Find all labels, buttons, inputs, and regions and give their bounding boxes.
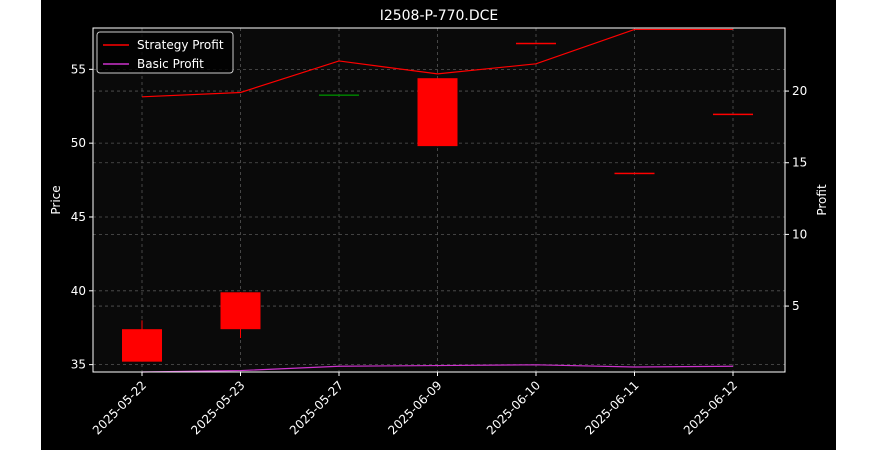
- candle-body: [220, 292, 261, 330]
- candle-body: [319, 94, 359, 96]
- chart-title: I2508-P-770.DCE: [380, 8, 499, 24]
- legend-box: [96, 31, 234, 74]
- y-tick-label-left: 45: [71, 210, 86, 224]
- y-tick-label-right: 10: [792, 227, 807, 241]
- candle-body: [516, 42, 556, 45]
- y-tick-label-left: 50: [71, 136, 86, 150]
- y-tick-label-right: 20: [792, 84, 807, 98]
- y-tick-label-left: 55: [71, 62, 86, 76]
- line-strategy-profit: [141, 28, 733, 98]
- y-axis-label-left: Price: [49, 185, 63, 214]
- legend-label: Strategy Profit: [137, 38, 224, 52]
- profit-lines: [141, 28, 734, 373]
- y-tick-label-left: 40: [71, 284, 86, 298]
- grid: [93, 28, 785, 372]
- y-tick-label-right: 15: [792, 156, 807, 170]
- y-tick-label-right: 5: [792, 299, 800, 313]
- candle-body: [122, 329, 162, 362]
- candles: [122, 42, 753, 362]
- candle-body: [713, 113, 753, 116]
- candle-body: [417, 78, 458, 147]
- candle-body: [614, 172, 655, 175]
- legend-label: Basic Profit: [137, 57, 204, 71]
- plot-frame: [92, 27, 786, 373]
- y-tick-label-left: 35: [71, 358, 86, 372]
- line-basic-profit: [141, 364, 734, 373]
- y-axis-label-right: Profit: [815, 184, 829, 216]
- legend: Strategy Profit Basic Profit: [96, 31, 234, 74]
